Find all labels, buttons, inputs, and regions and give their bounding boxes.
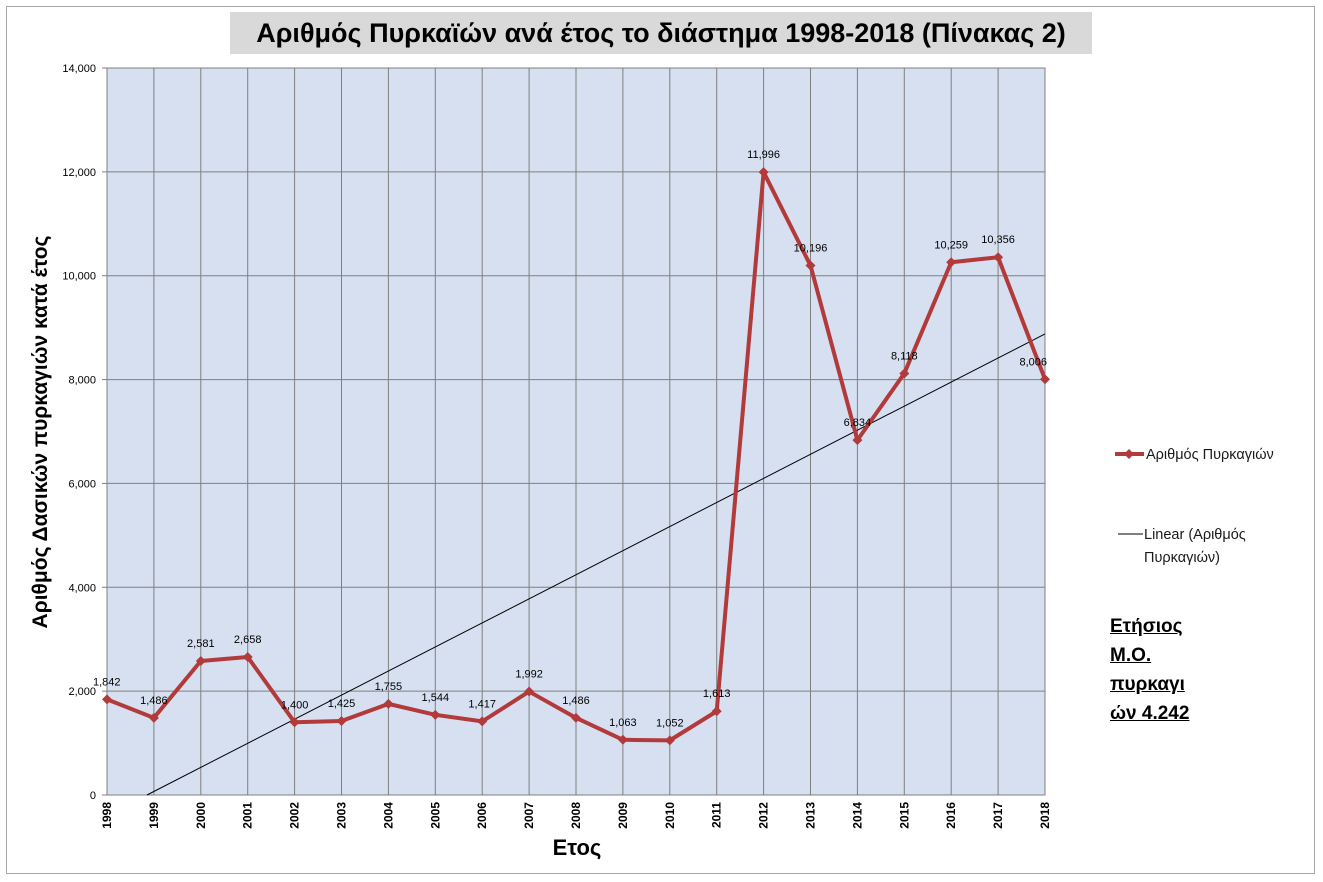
data-point — [148, 712, 159, 723]
data-point — [805, 260, 816, 271]
data-label: 1,486 — [140, 695, 168, 707]
legend-trendline-label-line1: Linear (Αριθμός — [1144, 527, 1246, 543]
legend-series-marker-icon — [1124, 449, 1134, 459]
x-tick-label: 2015 — [897, 802, 911, 829]
x-tick-label: 2011 — [710, 802, 724, 828]
x-tick-label: 2016 — [944, 802, 958, 829]
data-label: 11,996 — [747, 149, 780, 161]
chart-title: Αριθμός Πυρκαϊών ανά έτος το διάστημα 19… — [230, 12, 1092, 54]
y-tick-label: 12,000 — [62, 167, 96, 179]
trendline — [146, 333, 1046, 796]
data-point — [430, 709, 441, 720]
data-point — [617, 734, 628, 745]
data-label: 1,842 — [93, 676, 121, 688]
data-label: 1,992 — [515, 669, 543, 681]
x-axis-label: Ετος — [553, 835, 602, 860]
data-point — [336, 716, 347, 727]
data-point — [1040, 374, 1050, 385]
annual-average-note: Ετήσιος Μ.Ο. πυρκαγι ών 4.242 — [1110, 612, 1230, 728]
data-label: 1,052 — [656, 717, 684, 729]
y-tick-label: 4,000 — [68, 582, 96, 594]
data-point — [711, 706, 722, 717]
x-tick-label: 2003 — [335, 802, 349, 829]
y-tick-label: 10,000 — [62, 271, 96, 283]
y-tick-label: 0 — [90, 790, 96, 802]
data-point — [195, 655, 206, 666]
data-label: 6,834 — [844, 417, 872, 429]
note-line: ών 4.242 — [1110, 703, 1190, 724]
y-tick-label: 8,000 — [68, 375, 96, 387]
x-tick-label: 2010 — [663, 802, 677, 829]
x-tick-label: 2001 — [241, 802, 255, 829]
data-markers — [102, 167, 1050, 746]
x-tick-label: 2009 — [616, 802, 630, 829]
x-tick-label: 2013 — [804, 802, 818, 829]
data-point — [664, 735, 675, 746]
data-point — [477, 716, 488, 727]
data-labels: 1,842 1,486 2,581 2,658 1,400 1,425 1,755 1,544… — [93, 149, 1047, 729]
data-label: 1,544 — [422, 692, 450, 704]
data-label: 1,755 — [375, 681, 403, 693]
legend-trendline-label-line2: Πυρκαγιών) — [1144, 550, 1220, 566]
data-label: 1,417 — [468, 698, 496, 710]
legend: Αριθμός Πυρκαγιών Linear (Αριθμός Πυρκαγ… — [1115, 447, 1274, 566]
x-tick-label: 2008 — [569, 802, 583, 829]
x-tick-label: 2004 — [381, 802, 395, 829]
y-axis-label: Αριθμός Δασικών πυρκαγιών κατά έτος — [29, 235, 52, 628]
data-label: 8,118 — [891, 350, 918, 362]
y-tick-label: 14,000 — [62, 63, 96, 75]
data-label: 8,006 — [1019, 356, 1047, 368]
data-label: 2,658 — [234, 634, 262, 646]
legend-item-trendline: Linear (Αριθμός Πυρκαγιών) — [1118, 527, 1246, 566]
data-label: 1,400 — [281, 699, 309, 711]
y-tick-label: 6,000 — [68, 478, 96, 490]
note-line: πυρκαγι — [1110, 674, 1185, 695]
data-label: 10,259 — [934, 239, 968, 251]
x-tick-label: 1999 — [147, 802, 161, 829]
data-label: 2,581 — [187, 638, 215, 650]
x-tick-label: 1998 — [100, 802, 114, 829]
data-label: 1,486 — [562, 695, 590, 707]
y-axis-ticks: 0 2,000 4,000 6,000 8,000 10,000 12,000 14,000 — [62, 63, 107, 802]
data-point — [383, 698, 394, 709]
y-tick-label: 2,000 — [68, 686, 96, 698]
x-tick-label: 2012 — [757, 802, 771, 829]
data-point — [946, 257, 957, 268]
data-label: 1,063 — [609, 717, 637, 729]
x-tick-label: 2002 — [288, 802, 302, 829]
data-point — [758, 167, 769, 178]
data-label: 10,356 — [981, 234, 1015, 246]
data-label: 1,613 — [703, 688, 731, 700]
note-line: Ετήσιος — [1110, 616, 1183, 637]
legend-series-label: Αριθμός Πυρκαγιών — [1146, 447, 1274, 463]
x-tick-label: 2006 — [475, 802, 489, 829]
data-point — [852, 435, 863, 446]
x-tick-label: 2007 — [522, 802, 536, 829]
x-tick-label: 2000 — [194, 802, 208, 829]
data-point — [571, 712, 581, 723]
legend-item-series: Αριθμός Πυρκαγιών — [1115, 447, 1274, 463]
x-tick-label: 2005 — [428, 802, 442, 829]
data-point — [993, 252, 1004, 263]
data-point — [289, 717, 300, 728]
plot-border — [106, 67, 1046, 796]
data-point — [242, 651, 253, 662]
note-line: Μ.Ο. — [1110, 645, 1152, 666]
data-point — [102, 694, 112, 705]
data-label: 1,425 — [328, 698, 356, 710]
data-point — [524, 686, 535, 697]
data-point — [899, 368, 910, 379]
data-label: 10,196 — [794, 243, 828, 255]
x-tick-label: 2017 — [991, 802, 1005, 829]
x-tick-label: 2018 — [1038, 802, 1052, 829]
x-axis-ticks: 1998 1999 2000 2001 2002 2003 2004 2005 2006 2007… — [100, 802, 1052, 829]
gridlines — [106, 67, 1046, 796]
x-tick-label: 2014 — [850, 802, 864, 829]
